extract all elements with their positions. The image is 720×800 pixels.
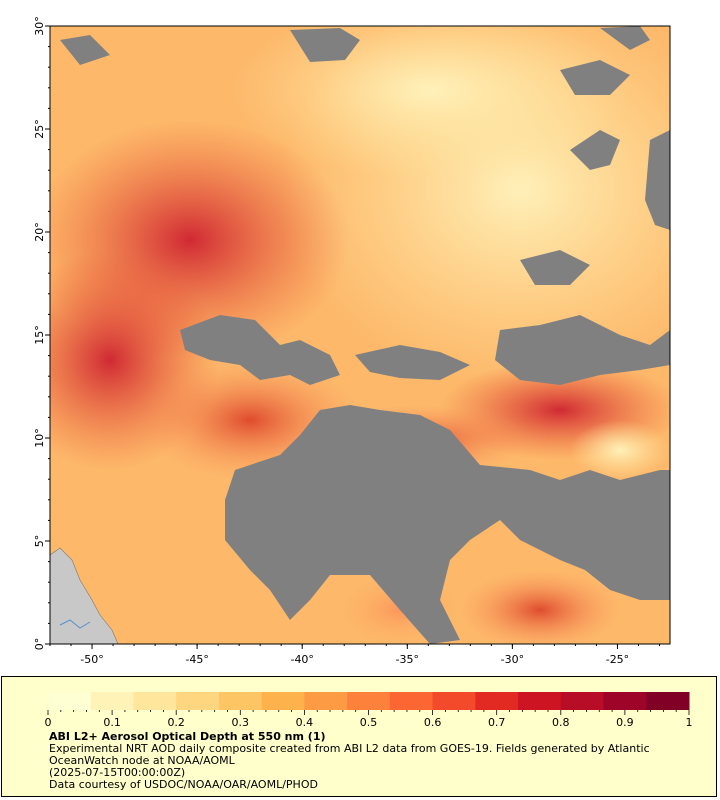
no-data-regions bbox=[60, 26, 670, 644]
longitude-axis: -50° -45° -40° -35° -30° -25° bbox=[49, 644, 660, 666]
no-data-cloud-5 bbox=[60, 35, 110, 65]
no-data-cloud-4 bbox=[600, 26, 650, 50]
caption-date: (2025-07-15T00:00:00Z) bbox=[49, 766, 186, 779]
lat-tick-label: 0° bbox=[33, 638, 46, 651]
colorbar-cell bbox=[261, 692, 305, 710]
legend-panel: 0 0.1 0.2 0.3 0.4 0.5 0.6 0.7 0.8 0.9 1 ABI L2+ Ae… bbox=[1, 676, 717, 797]
caption-credit: Data courtesy of USDOC/NOAA/OAR/AOML/PHO… bbox=[49, 778, 318, 791]
land-south-america bbox=[50, 547, 119, 644]
caption-title: ABI L2+ Aerosol Optical Depth at 550 nm … bbox=[49, 730, 326, 743]
colorbar-tick-label: 0.6 bbox=[424, 716, 442, 727]
colorbar-cell bbox=[518, 692, 562, 710]
colorbar-cell bbox=[646, 692, 690, 710]
colorbar-tick-label: 0.1 bbox=[103, 716, 121, 727]
no-data-east-band bbox=[495, 315, 670, 385]
no-data-central-band bbox=[355, 345, 470, 380]
map-field bbox=[50, 26, 670, 644]
colorbar-tick-label: 0 bbox=[45, 716, 52, 727]
no-data-cloud-6 bbox=[520, 250, 590, 285]
no-data-cloud-1 bbox=[570, 130, 620, 170]
colorbar-ticks: 0 0.1 0.2 0.3 0.4 0.5 0.6 0.7 0.8 0.9 1 bbox=[45, 710, 693, 727]
caption: ABI L2+ Aerosol Optical Depth at 550 nm … bbox=[49, 731, 709, 791]
colorbar-tick-label: 0.4 bbox=[296, 716, 314, 727]
colorbar-cells bbox=[48, 692, 690, 710]
lat-tick-label: 10° bbox=[33, 428, 46, 448]
no-data-itcz bbox=[225, 405, 670, 644]
colorbar-cell bbox=[133, 692, 177, 710]
lat-tick-label: 20° bbox=[33, 222, 46, 242]
lat-tick-label: 5° bbox=[33, 535, 46, 548]
colorbar-cell bbox=[48, 692, 92, 710]
lon-tick-label: -40° bbox=[290, 653, 313, 666]
lon-tick-label: -50° bbox=[80, 653, 103, 666]
no-data-east-edge bbox=[645, 130, 670, 230]
no-data-cloud-7 bbox=[620, 480, 670, 520]
caption-description: Experimental NRT AOD daily composite cre… bbox=[49, 742, 650, 767]
lon-tick-label: -30° bbox=[501, 653, 524, 666]
colorbar-cell bbox=[475, 692, 519, 710]
colorbar-cell bbox=[603, 692, 647, 710]
colorbar-cell bbox=[560, 692, 605, 710]
colorbar-tick-label: 0.8 bbox=[552, 716, 570, 727]
colorbar: 0 0.1 0.2 0.3 0.4 0.5 0.6 0.7 0.8 0.9 1 bbox=[45, 692, 693, 727]
colorbar-cell bbox=[176, 692, 220, 710]
colorbar-cell bbox=[90, 692, 134, 710]
colorbar-cell bbox=[389, 692, 434, 710]
river bbox=[59, 619, 91, 629]
colorbar-tick-label: 0.5 bbox=[360, 716, 378, 727]
lat-tick-label: 30° bbox=[33, 16, 46, 36]
colorbar-cell bbox=[432, 692, 476, 710]
low-aod-patch-east bbox=[570, 420, 670, 480]
colorbar-tick-label: 0.7 bbox=[488, 716, 506, 727]
lon-tick-label: -35° bbox=[396, 653, 419, 666]
colorbar-tick-label: 1 bbox=[686, 716, 693, 727]
latitude-axis: 0° 5° 10° 15° 20° 25° 30° bbox=[33, 16, 50, 650]
aod-map: -50° -45° -40° -35° -30° -25° 0° 5° 10° 15° 20° 25… bbox=[33, 16, 671, 666]
colorbar-tick-label: 0.2 bbox=[167, 716, 185, 727]
lon-tick-label: -45° bbox=[185, 653, 208, 666]
lat-tick-label: 15° bbox=[33, 325, 46, 345]
no-data-west-band bbox=[180, 315, 340, 385]
high-aod-patch-south bbox=[460, 570, 620, 644]
lat-tick-label: 25° bbox=[33, 119, 46, 139]
no-data-cloud-2 bbox=[560, 60, 630, 95]
lon-tick-label: -25° bbox=[606, 653, 629, 666]
no-data-cloud-3 bbox=[290, 28, 360, 62]
colorbar-cell bbox=[304, 692, 348, 710]
low-aod-region-north bbox=[230, 26, 630, 180]
colorbar-tick-label: 0.3 bbox=[232, 716, 250, 727]
colorbar-cell bbox=[218, 692, 263, 710]
colorbar-tick-label: 0.9 bbox=[616, 716, 634, 727]
aod-map-svg: -50° -45° -40° -35° -30° -25° 0° 5° 10° 15° 20° 25… bbox=[33, 16, 671, 666]
colorbar-cell bbox=[347, 692, 391, 710]
